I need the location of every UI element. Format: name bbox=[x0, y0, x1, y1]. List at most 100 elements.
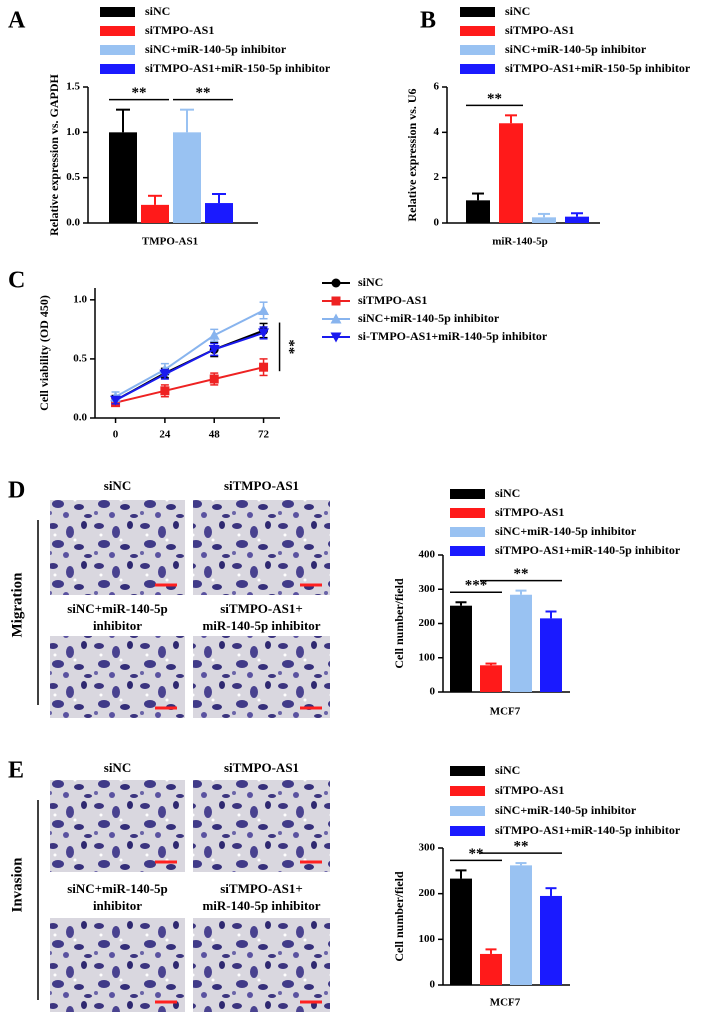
legend-label: si-TMPO-AS1+miR-140-5p inhibitor bbox=[358, 329, 548, 343]
legend-swatch bbox=[450, 766, 485, 776]
y-tick-label: 300 bbox=[419, 842, 436, 854]
legend-marker bbox=[331, 296, 341, 306]
y-tick-label: 0 bbox=[430, 979, 436, 991]
y-tick-label: 0 bbox=[430, 686, 436, 698]
significance-label: *** bbox=[465, 578, 488, 594]
row-label: Migration bbox=[9, 572, 25, 638]
legend-swatch bbox=[450, 546, 485, 556]
significance-label: ** bbox=[132, 85, 147, 101]
legend-marker bbox=[331, 278, 341, 288]
image-caption: siTMPO-AS1+ bbox=[220, 601, 303, 616]
error-bar bbox=[571, 212, 583, 217]
marker bbox=[258, 304, 270, 315]
legend-swatch bbox=[450, 527, 485, 537]
bar bbox=[466, 200, 490, 223]
error-bar bbox=[455, 869, 467, 879]
legend-label: siNC bbox=[505, 4, 530, 18]
legend-swatch bbox=[460, 7, 495, 17]
marker bbox=[110, 395, 122, 406]
bar bbox=[540, 618, 562, 692]
micrograph bbox=[50, 918, 185, 1012]
y-tick-label: 4 bbox=[434, 126, 440, 138]
image-caption: siTMPO-AS1 bbox=[224, 478, 299, 493]
bar bbox=[480, 665, 502, 692]
legend-swatch bbox=[450, 826, 485, 836]
legend-label: siNC+miR-140-5p inhibitor bbox=[495, 803, 637, 817]
y-tick-label: 0.5 bbox=[73, 352, 87, 364]
legend-label: siTMPO-AS1+miR-150-5p inhibitor bbox=[505, 61, 691, 75]
bar bbox=[532, 217, 556, 223]
x-tick-label: 0 bbox=[113, 429, 119, 441]
marker bbox=[209, 374, 219, 384]
panel-letter: D bbox=[8, 478, 25, 504]
y-tick-label: 1.0 bbox=[66, 126, 80, 138]
error-bar bbox=[212, 192, 226, 204]
image-caption: inhibitor bbox=[93, 618, 142, 633]
error-bar bbox=[485, 948, 497, 954]
y-tick-label: 200 bbox=[419, 617, 436, 629]
x-tick-label: 48 bbox=[209, 429, 221, 441]
legend-swatch bbox=[450, 508, 485, 518]
marker bbox=[259, 362, 269, 372]
legend-label: siNC bbox=[495, 486, 520, 500]
legend-swatch bbox=[100, 7, 135, 17]
y-tick-label: 1.5 bbox=[66, 81, 80, 93]
x-tick-label: 72 bbox=[258, 429, 270, 441]
y-tick-label: 100 bbox=[419, 651, 436, 663]
image-caption: siNC bbox=[104, 478, 131, 493]
image-caption: miR-140-5p inhibitor bbox=[202, 618, 320, 633]
x-tick-label: 24 bbox=[159, 429, 171, 441]
y-tick-label: 0.5 bbox=[66, 171, 80, 183]
series-line bbox=[115, 366, 264, 404]
marker bbox=[208, 329, 220, 340]
error-bar bbox=[180, 108, 194, 133]
x-tick-label: TMPO-AS1 bbox=[142, 236, 198, 248]
y-tick-label: 1.0 bbox=[73, 293, 87, 305]
micrograph bbox=[193, 780, 330, 872]
legend-marker bbox=[330, 332, 342, 343]
x-tick-label: miR-140-5p bbox=[492, 236, 548, 248]
bar bbox=[480, 953, 502, 985]
legend-label: siTMPO-AS1 bbox=[495, 783, 564, 797]
significance-label: ** bbox=[196, 85, 211, 101]
legend-label: siNC+miR-140-5p inhibitor bbox=[358, 311, 500, 325]
bar bbox=[565, 216, 589, 223]
error-bar bbox=[472, 192, 484, 201]
error-bar bbox=[545, 887, 557, 896]
row-label: Invasion bbox=[9, 857, 25, 913]
legend-swatch bbox=[460, 64, 495, 74]
panel-letter: B bbox=[420, 8, 436, 34]
y-axis-label: Cell number/field bbox=[392, 871, 406, 962]
bar bbox=[205, 203, 233, 223]
panel-letter: A bbox=[8, 8, 26, 34]
y-tick-label: 0.0 bbox=[66, 217, 80, 229]
legend-label: siNC bbox=[358, 275, 383, 289]
image-caption: siNC bbox=[104, 760, 131, 775]
legend-label: siTMPO-AS1 bbox=[145, 23, 214, 37]
legend-swatch bbox=[450, 786, 485, 796]
y-axis-label: Cell viability (OD 450) bbox=[37, 295, 51, 411]
legend-swatch bbox=[450, 806, 485, 816]
panel-letter: E bbox=[8, 758, 24, 784]
bar bbox=[499, 123, 523, 223]
error-bar bbox=[485, 662, 497, 666]
legend-label: siNC bbox=[145, 4, 170, 18]
legend-swatch bbox=[450, 489, 485, 499]
error-bar bbox=[545, 610, 557, 619]
y-axis-label: Relative expression vs. GAPDH bbox=[47, 73, 61, 235]
image-caption: siTMPO-AS1+ bbox=[220, 881, 303, 896]
bar bbox=[510, 865, 532, 985]
bar bbox=[540, 895, 562, 985]
image-caption: inhibitor bbox=[93, 898, 142, 913]
error-bar bbox=[515, 589, 527, 595]
y-tick-label: 6 bbox=[434, 81, 440, 93]
error-bar bbox=[148, 194, 162, 205]
legend-label: siNC+miR-140-5p inhibitor bbox=[495, 524, 637, 538]
series-line bbox=[115, 331, 264, 402]
y-axis-label: Cell number/field bbox=[392, 578, 406, 669]
micrograph bbox=[50, 500, 185, 595]
significance-label: ** bbox=[514, 839, 529, 855]
legend-label: siNC+miR-140-5p inhibitor bbox=[505, 42, 647, 56]
legend-label: siTMPO-AS1+miR-140-5p inhibitor bbox=[495, 823, 681, 837]
significance-label: ** bbox=[281, 339, 297, 354]
